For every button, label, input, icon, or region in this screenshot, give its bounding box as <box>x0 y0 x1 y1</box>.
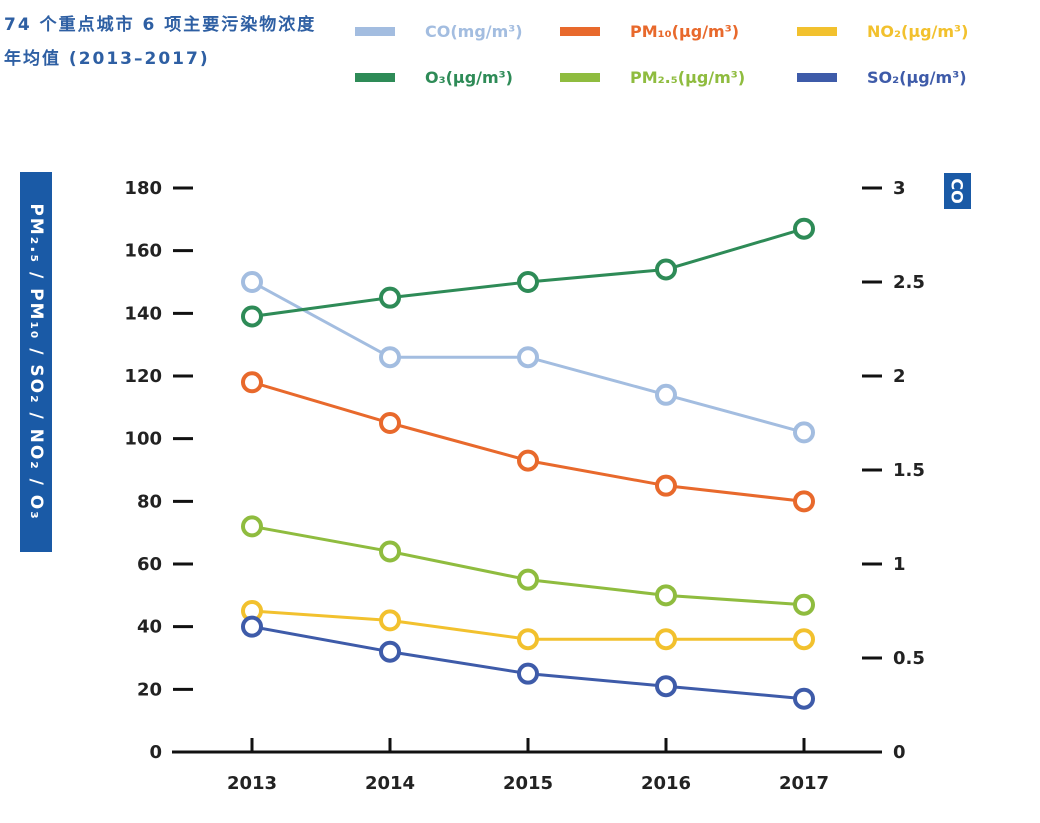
y-axis-left-label-box: PM₂.₅ / PM₁₀ / SO₂ / NO₂ / O₃ <box>20 172 52 552</box>
data-point-pm25 <box>793 593 815 616</box>
legend-name-pm25: PM₂.₅ <box>630 68 678 87</box>
data-point-so2 <box>379 640 401 663</box>
legend-label-co: CO(mg/m³) <box>425 22 523 41</box>
legend-name-so2: SO₂ <box>867 68 900 87</box>
legend-item-pm10: PM₁₀(μg/m³) <box>560 22 739 41</box>
chart-title: 74 个重点城市 6 项主要污染物浓度年均值 (2013–2017) <box>4 15 317 69</box>
data-point-co <box>241 271 263 293</box>
data-point-pm25 <box>379 540 401 563</box>
data-point-pm10 <box>379 412 401 434</box>
data-point-pm10 <box>517 449 539 472</box>
series-line-pm25 <box>251 524 805 607</box>
legend-unit-no2: (μg/m³) <box>901 22 969 41</box>
data-point-pm10 <box>655 474 677 497</box>
legend-swatch-o3 <box>355 73 395 82</box>
legend-unit-o3: (μg/m³) <box>445 68 513 87</box>
data-point-o3 <box>793 217 815 240</box>
data-point-co <box>379 346 401 369</box>
data-point-pm25 <box>517 568 539 591</box>
y-left-tick-label: 0 <box>149 742 162 763</box>
x-tick-label: 2015 <box>503 773 553 794</box>
y-left-tick-label: 60 <box>137 554 162 575</box>
data-point-o3 <box>241 305 263 328</box>
x-tick-label: 2014 <box>365 773 415 794</box>
legend-label-pm25: PM₂.₅(μg/m³) <box>630 68 745 87</box>
legend-unit-so2: (μg/m³) <box>899 68 967 87</box>
y-left-tick-label: 100 <box>124 429 162 450</box>
data-point-pm10 <box>241 371 263 394</box>
y-axis-right-label-box: CO <box>944 173 971 209</box>
legend-name-no2: NO₂ <box>867 22 901 41</box>
legend-swatch-so2 <box>797 73 837 82</box>
data-point-pm10 <box>793 490 815 513</box>
legend-item-co: CO(mg/m³) <box>355 22 523 41</box>
data-point-pm25 <box>241 515 263 538</box>
series-line-pm10 <box>251 380 805 503</box>
legend-label-no2: NO₂(μg/m³) <box>867 22 968 41</box>
y-left-tick-label: 40 <box>137 617 162 638</box>
data-point-so2 <box>517 662 539 685</box>
y-right-tick-label: 0 <box>893 742 906 763</box>
y-right-tick-label: 2.5 <box>893 272 925 293</box>
legend-label-pm10: PM₁₀(μg/m³) <box>630 22 739 41</box>
x-tick-label: 2013 <box>227 773 277 794</box>
legend-swatch-pm25 <box>560 73 600 82</box>
y-left-tick-label: 140 <box>124 303 162 324</box>
legend-swatch-no2 <box>797 27 837 36</box>
legend-unit-co: (mg/m³) <box>450 22 523 41</box>
y-left-tick-label: 160 <box>124 241 162 262</box>
data-point-no2 <box>793 628 815 651</box>
y-right-tick-label: 2 <box>893 366 906 387</box>
legend-item-no2: NO₂(μg/m³) <box>797 22 968 41</box>
y-right-tick-label: 0.5 <box>893 648 925 669</box>
y-right-tick-label: 1.5 <box>893 460 925 481</box>
data-point-no2 <box>655 628 677 651</box>
data-point-co <box>517 346 539 369</box>
data-point-so2 <box>793 687 815 710</box>
y-right-tick-label: 3 <box>893 178 906 199</box>
y-left-tick-label: 80 <box>137 491 162 512</box>
legend-label-so2: SO₂(μg/m³) <box>867 68 967 87</box>
y-right-tick-label: 1 <box>893 554 906 575</box>
legend-unit-pm25: (μg/m³) <box>677 68 746 87</box>
legend-item-pm25: PM₂.₅(μg/m³) <box>560 68 745 87</box>
y-left-tick-label: 20 <box>137 679 162 700</box>
legend-name-o3: O₃ <box>425 68 446 87</box>
legend-label-o3: O₃(μg/m³) <box>425 68 513 87</box>
data-point-co <box>655 383 677 406</box>
legend-unit-pm10: (μg/m³) <box>671 22 740 41</box>
data-point-no2 <box>379 609 401 632</box>
x-tick-label: 2017 <box>779 773 829 794</box>
data-point-so2 <box>241 615 263 638</box>
data-point-o3 <box>517 271 539 293</box>
data-point-pm25 <box>655 584 677 607</box>
legend-swatch-co <box>355 27 395 36</box>
data-point-o3 <box>379 286 401 309</box>
data-point-co <box>793 421 815 444</box>
y-left-tick-label: 180 <box>124 178 162 199</box>
legend-name-co: CO <box>425 22 451 41</box>
y-left-tick-label: 120 <box>124 366 162 387</box>
legend-item-o3: O₃(μg/m³) <box>355 68 513 87</box>
legend-swatch-pm10 <box>560 27 600 36</box>
data-point-o3 <box>655 258 677 281</box>
data-point-no2 <box>517 628 539 651</box>
data-point-so2 <box>655 675 677 698</box>
legend-item-so2: SO₂(μg/m³) <box>797 68 967 87</box>
x-tick-label: 2016 <box>641 773 691 794</box>
legend-name-pm10: PM₁₀ <box>630 22 672 41</box>
